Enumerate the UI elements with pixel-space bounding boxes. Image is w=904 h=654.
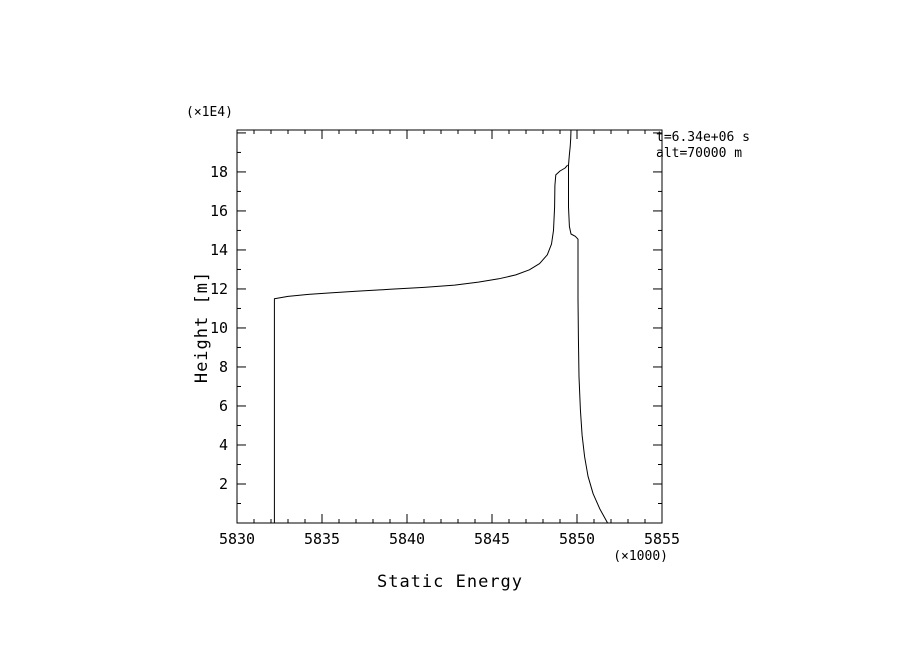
y-tick-label: 4 <box>219 436 228 454</box>
series-lower-branch <box>273 164 568 523</box>
y-tick-label: 12 <box>210 280 228 298</box>
axis-ticks <box>236 130 663 523</box>
x-axis-title: Static Energy <box>377 572 523 592</box>
plot-frame <box>236 129 663 524</box>
y-tick-label: 10 <box>210 319 228 337</box>
y-tick-label: 8 <box>219 358 228 376</box>
x-tick-label: 5845 <box>474 530 510 548</box>
y-tick-label: 6 <box>219 397 228 415</box>
annotation-altitude: alt=70000 m <box>656 146 742 161</box>
annotation-time: t=6.34e+06 s <box>656 130 750 145</box>
data-series <box>273 129 609 524</box>
axis-tick-labels: 5830 5835 5840 5845 5850 5855 2 4 6 8 10 12 14 16 18 <box>210 163 680 548</box>
x-axis-unit-label: (×1000) <box>613 549 668 564</box>
x-tick-label: 5835 <box>304 530 340 548</box>
y-tick-label: 16 <box>210 202 228 220</box>
y-tick-label: 14 <box>210 241 228 259</box>
y-axis-title: Height [m] <box>192 271 212 383</box>
x-tick-label: 5855 <box>644 530 680 548</box>
y-tick-label: 2 <box>219 475 228 493</box>
series-upper-branch <box>568 129 609 524</box>
x-tick-label: 5830 <box>219 530 255 548</box>
y-tick-label: 18 <box>210 163 228 181</box>
y-axis-unit-label: (×1E4) <box>186 105 233 120</box>
x-tick-label: 5840 <box>389 530 425 548</box>
x-tick-label: 5850 <box>559 530 595 548</box>
